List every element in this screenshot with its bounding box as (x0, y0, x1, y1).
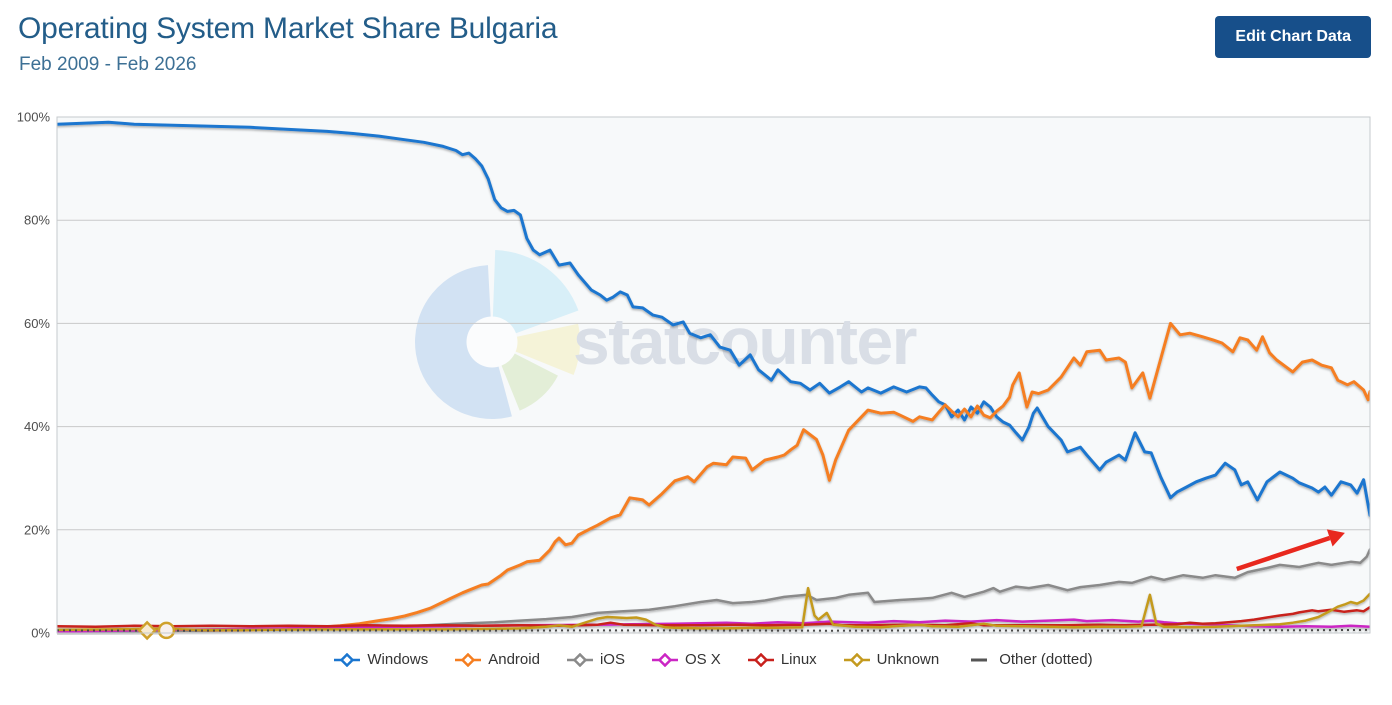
legend-item-unknown[interactable]: Unknown (843, 651, 940, 668)
arrowhead-icon (1326, 529, 1345, 547)
page-title: Operating System Market Share Bulgaria (18, 12, 558, 45)
legend-label: Unknown (876, 651, 940, 668)
legend-item-android[interactable]: Android (455, 651, 540, 668)
y-axis-label: 20% (24, 522, 50, 537)
series-lines (57, 120, 1370, 634)
legend-label: Other (dotted) (999, 651, 1093, 668)
watermark-logo-hole (466, 316, 518, 368)
legend-label: Windows (367, 651, 429, 668)
chart-legend: Windows Android iOS OS X Linux Unknown Other (… (57, 651, 1370, 668)
legend-label: OS X (684, 651, 721, 668)
series-line-ios (57, 548, 1370, 634)
y-axis-label: 40% (24, 419, 50, 434)
trend-arrow-annotation (1236, 529, 1345, 572)
watermark-logo-slice (492, 323, 580, 375)
legend-item-windows[interactable]: Windows (334, 651, 428, 668)
windows-marker-icon (334, 652, 361, 667)
y-axis-label: 100% (17, 110, 51, 125)
y-axis-label: 80% (24, 213, 50, 228)
series-line-windows (57, 120, 1370, 517)
watermark-text: statcounter (573, 304, 917, 378)
legend-item-ios[interactable]: iOS (566, 651, 625, 668)
edit-chart-data-button[interactable]: Edit Chart Data (1215, 16, 1371, 58)
watermark-logo-slice (492, 250, 579, 342)
plot-border (56, 116, 1371, 634)
statcounter-watermark (414, 250, 580, 420)
legend-label: Linux (780, 651, 817, 668)
android-marker-icon (455, 652, 482, 667)
y-axis-label: 0% (31, 626, 50, 641)
series-line-other-dotted (57, 628, 1370, 632)
legend-label: iOS (599, 651, 625, 668)
page-subtitle: Feb 2009 - Feb 2026 (19, 54, 197, 75)
linux-marker-icon (747, 652, 774, 667)
legend-item-other-dotted[interactable]: Other (dotted) (966, 651, 1093, 668)
unknown-marker-icon (843, 652, 870, 667)
plot-area (57, 117, 1370, 633)
ios-marker-icon (566, 652, 593, 667)
os-x-marker-icon (651, 652, 678, 667)
legend-item-linux[interactable]: Linux (747, 651, 817, 668)
circle-marker-icon (157, 621, 176, 640)
legend-label: Android (488, 651, 540, 668)
watermark-logo-slice (414, 265, 512, 420)
series-line-android (57, 321, 1370, 633)
diamond-marker-icon (137, 620, 157, 641)
legend-item-os-x[interactable]: OS X (651, 651, 721, 668)
series-line-unknown (57, 586, 1370, 632)
y-axis-label: 60% (24, 316, 50, 331)
other-dotted-marker-icon (971, 658, 988, 661)
